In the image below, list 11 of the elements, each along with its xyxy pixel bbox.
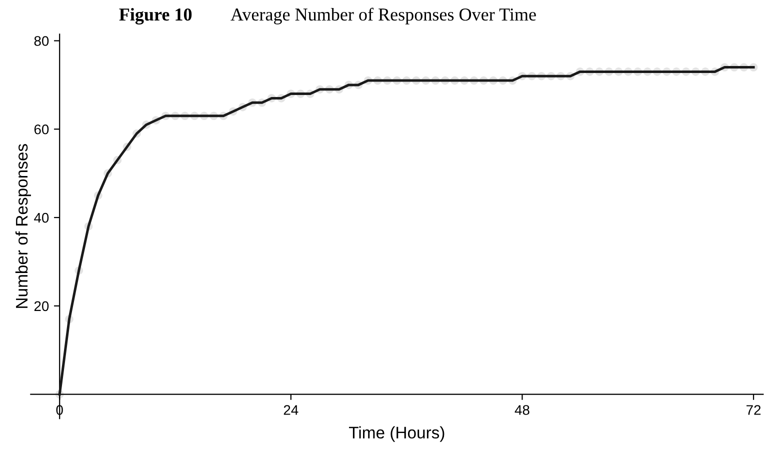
chart-title: Average Number of Responses Over Time <box>230 8 536 24</box>
x-axis-title: Time (Hours) <box>349 426 444 442</box>
y-tick-label: 80 <box>34 36 49 46</box>
y-axis-title: Number of Responses <box>15 144 31 308</box>
y-tick-label: 60 <box>34 124 49 134</box>
x-tick-label: 48 <box>514 405 530 415</box>
x-tick-label: 72 <box>746 405 761 415</box>
y-tick-label: 40 <box>34 212 49 223</box>
y-tick-label: 20 <box>34 301 49 312</box>
x-tick-label: 24 <box>284 405 298 415</box>
caption: Figure 10 <box>119 8 192 24</box>
